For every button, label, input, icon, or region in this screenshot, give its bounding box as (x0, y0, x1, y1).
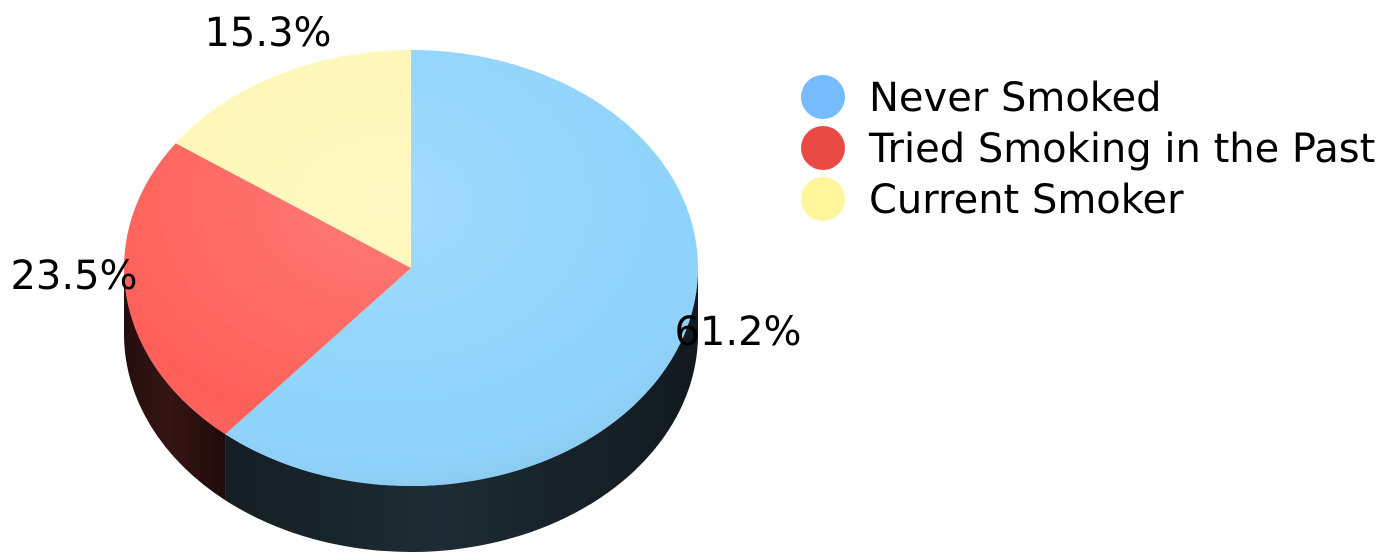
value-label-current-smoker: 15.3% (204, 10, 331, 56)
pie-top-slices (123, 50, 699, 486)
legend-label-current-smoker: Current Smoker (869, 177, 1184, 223)
side-wall-shade-tried-smoking-in-the-past (124, 268, 226, 501)
value-label-never-smoked: 61.2% (674, 309, 801, 355)
legend-label-never-smoked: Never Smoked (869, 75, 1162, 121)
legend: Never Smoked Tried Smoking in the Past Cur… (801, 75, 1375, 223)
top-sheen (124, 50, 698, 486)
legend-swatch-never-smoked (801, 75, 845, 119)
legend-label-tried-smoking-in-the-past: Tried Smoking in the Past (868, 126, 1375, 172)
legend-item-never-smoked: Never Smoked (801, 75, 1162, 121)
legend-item-tried-smoking-in-the-past: Tried Smoking in the Past (801, 126, 1375, 172)
side-wall-shade-never-smoked (225, 268, 699, 552)
pie-value-labels: 61.2% 23.5% 15.3% (10, 10, 801, 355)
legend-swatch-current-smoker (801, 177, 845, 221)
value-label-tried-smoking-in-the-past: 23.5% (10, 253, 137, 299)
legend-swatch-tried-smoking-in-the-past (801, 126, 845, 170)
legend-item-current-smoker: Current Smoker (801, 177, 1184, 223)
pie-side-walls (124, 268, 699, 552)
